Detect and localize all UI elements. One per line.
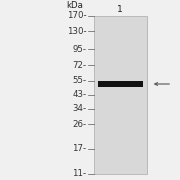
Text: 1: 1 xyxy=(117,5,123,14)
Text: 95-: 95- xyxy=(72,45,86,54)
Text: kDa: kDa xyxy=(66,1,83,10)
Text: 34-: 34- xyxy=(72,104,86,113)
Text: 43-: 43- xyxy=(72,91,86,100)
Bar xyxy=(94,15,147,174)
Text: 11-: 11- xyxy=(72,169,86,178)
Text: 130-: 130- xyxy=(67,26,86,35)
Text: 55-: 55- xyxy=(72,76,86,85)
Text: 17-: 17- xyxy=(72,144,86,153)
Text: 72-: 72- xyxy=(72,61,86,70)
Text: 170-: 170- xyxy=(67,11,86,20)
Text: 26-: 26- xyxy=(72,120,86,129)
Bar xyxy=(98,81,143,87)
